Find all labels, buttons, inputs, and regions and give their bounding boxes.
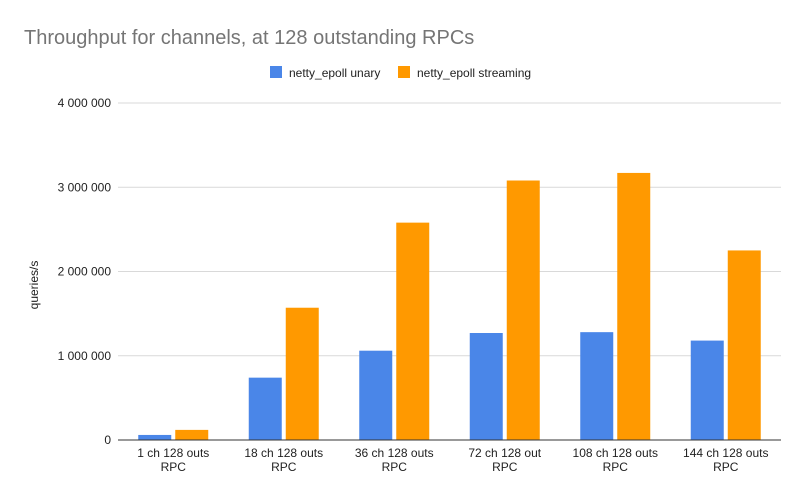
y-tick-label: 0: [104, 433, 111, 447]
legend-label-netty-epoll-streaming: netty_epoll streaming: [417, 66, 531, 80]
gridlines: [118, 102, 781, 357]
bar-unary: [359, 350, 393, 440]
legend-swatch-netty-epoll-unary: [270, 66, 282, 78]
y-tick-label: 4 000 000: [58, 96, 112, 110]
bar-unary: [580, 332, 614, 440]
legend: netty_epoll unary netty_epoll streaming: [270, 66, 531, 80]
bar-streaming: [617, 172, 651, 441]
x-tick-label: 1 ch 128 outs RPC: [137, 446, 209, 474]
bar-unary: [469, 333, 503, 440]
bar-unary: [138, 434, 172, 440]
x-tick-label: 108 ch 128 outs RPC: [573, 446, 658, 474]
bars: [138, 172, 761, 441]
chart-title: Throughput for channels, at 128 outstand…: [24, 27, 474, 49]
bar-streaming: [285, 307, 319, 440]
y-tick-label: 2 000 000: [58, 265, 112, 279]
legend-label-netty-epoll-unary: netty_epoll unary: [289, 66, 380, 80]
bar-streaming: [506, 180, 540, 440]
x-tick-label: 18 ch 128 outs RPC: [244, 446, 323, 474]
y-axis-title: queries/s: [27, 261, 41, 310]
bar-streaming: [175, 429, 209, 440]
x-tick-label: 72 ch 128 out RPC: [468, 446, 541, 474]
legend-swatch-netty-epoll-streaming: [398, 66, 410, 78]
x-tick-label: 36 ch 128 outs RPC: [355, 446, 434, 474]
x-tick-label: 144 ch 128 outs RPC: [683, 446, 768, 474]
bar-streaming: [727, 250, 761, 440]
y-tick-label: 1 000 000: [58, 349, 112, 363]
bar-unary: [690, 340, 724, 440]
y-tick-label: 3 000 000: [58, 180, 112, 194]
y-axis-ticks: 0 1 000 000 2 000 000 3 000 000 4 000 000: [58, 96, 112, 447]
bar-unary: [248, 377, 282, 440]
x-axis-ticks: 1 ch 128 outs RPC 18 ch 128 outs RPC 36 ch 1…: [137, 446, 768, 474]
bar-streaming: [396, 222, 430, 440]
